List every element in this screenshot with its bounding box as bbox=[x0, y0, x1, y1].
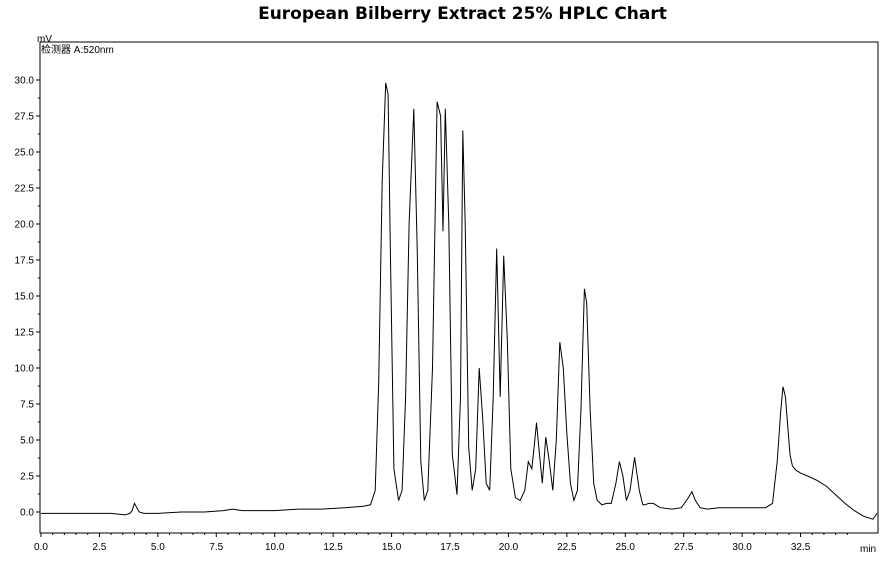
x-tick-label: 32.5 bbox=[791, 542, 811, 553]
y-tick-label: 0.0 bbox=[20, 508, 34, 519]
x-tick-label: 22.5 bbox=[557, 542, 577, 553]
chromatogram-trace bbox=[41, 82, 878, 520]
x-tick-label: 17.5 bbox=[440, 542, 460, 553]
y-tick-label: 7.5 bbox=[20, 400, 34, 411]
x-tick-label: 30.0 bbox=[732, 542, 752, 553]
y-tick-label: 25.0 bbox=[15, 148, 35, 159]
x-tick-label: 20.0 bbox=[499, 542, 519, 553]
y-axis-ticks: 0.0 2.5 5.0 7.5 10.0 12.5 15.0 17.5 20.0 22.5 25.0… bbox=[15, 76, 40, 519]
y-tick-label: 5.0 bbox=[20, 436, 34, 447]
y-tick-label: 2.5 bbox=[20, 472, 34, 483]
plot-frame bbox=[39, 41, 879, 534]
y-tick-label: 12.5 bbox=[15, 328, 35, 339]
x-tick-label: 15.0 bbox=[382, 542, 402, 553]
x-tick-label: 25.0 bbox=[616, 542, 636, 553]
y-tick-label: 27.5 bbox=[15, 112, 35, 123]
y-tick-label: 15.0 bbox=[15, 292, 35, 303]
x-tick-label: 2.5 bbox=[92, 542, 106, 553]
y-tick-label: 10.0 bbox=[15, 364, 35, 375]
x-tick-label: 27.5 bbox=[674, 542, 694, 553]
x-axis-ticks: 0.0 2.5 5.0 7.5 10.0 12.5 15.0 17.5 20.0 22.5 25.0… bbox=[34, 533, 848, 553]
x-tick-label: 0.0 bbox=[34, 542, 48, 553]
x-axis-unit: min bbox=[860, 544, 876, 555]
y-tick-label: 22.5 bbox=[15, 184, 35, 195]
y-tick-label: 30.0 bbox=[15, 76, 35, 87]
detector-label: 检测器 A:520nm bbox=[41, 43, 114, 56]
y-axis-unit: mV bbox=[37, 34, 52, 45]
y-tick-label: 20.0 bbox=[15, 220, 35, 231]
x-tick-label: 7.5 bbox=[209, 542, 223, 553]
x-tick-label: 10.0 bbox=[265, 542, 285, 553]
y-tick-label: 17.5 bbox=[15, 256, 35, 267]
x-tick-label: 12.5 bbox=[323, 542, 343, 553]
x-tick-label: 5.0 bbox=[151, 542, 165, 553]
chart-title: European Bilberry Extract 25% HPLC Chart bbox=[258, 4, 667, 24]
